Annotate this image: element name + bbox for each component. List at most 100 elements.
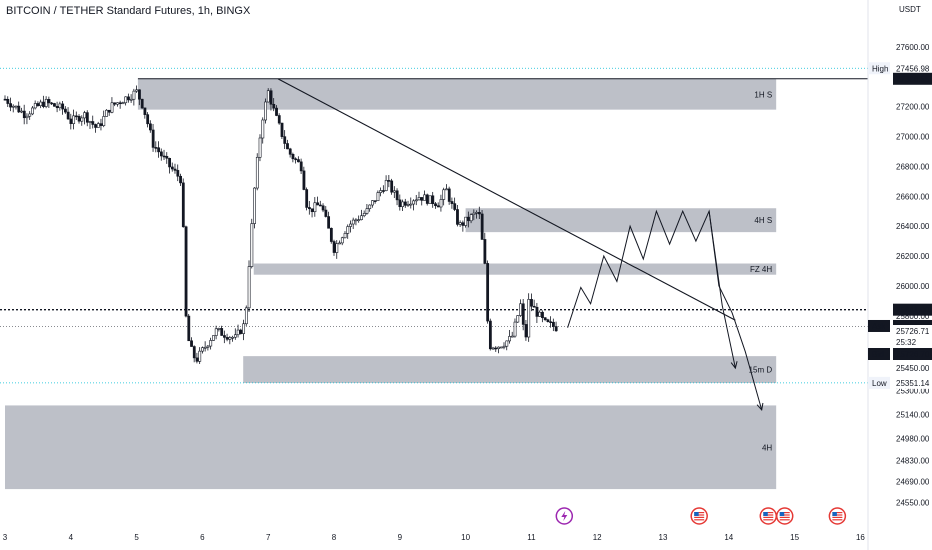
candle-body [192, 346, 196, 359]
candle-body [143, 107, 147, 115]
candle-body [159, 151, 163, 157]
candle-body [25, 115, 29, 119]
projection-path[interactable] [567, 209, 736, 369]
projection-path-down[interactable] [708, 211, 763, 411]
currency-label: USDT [899, 5, 921, 14]
candle-body [305, 189, 309, 208]
flag-stripe [832, 516, 843, 518]
candle-body [74, 115, 78, 118]
projection-path-down-arrowhead [756, 402, 764, 412]
candle-body [77, 115, 81, 122]
candle-body [66, 111, 70, 120]
candle-body [50, 102, 54, 105]
candle-body [453, 203, 457, 210]
flag-stripe [832, 519, 843, 521]
price-tag-7 [893, 376, 932, 389]
candle-body [165, 156, 169, 159]
candle-body [393, 190, 396, 193]
candle-body [266, 90, 270, 103]
price-tag-value-6: 25726.70 [896, 350, 930, 359]
price-tick: 26600.00 [896, 192, 930, 201]
candle-body [329, 227, 333, 242]
candle-body [486, 263, 490, 322]
candle-body [488, 320, 492, 350]
candle-body [436, 205, 440, 208]
candle-body [201, 347, 204, 352]
time-tick: 4 [69, 533, 74, 542]
candle-body [154, 147, 158, 149]
candle-body [324, 209, 328, 217]
candle-body [162, 155, 166, 158]
candle-body [272, 103, 276, 109]
candle-body [524, 324, 528, 338]
candle-body [83, 112, 87, 119]
candle-body [497, 346, 501, 349]
candle-body [387, 180, 391, 182]
time-tick: 16 [856, 533, 865, 542]
candle-body [409, 203, 413, 206]
candle-body [184, 226, 188, 317]
candle-body [428, 195, 432, 204]
trendline[interactable] [277, 78, 736, 321]
candle-body [36, 103, 40, 107]
candle-body [113, 102, 117, 105]
zone-rect-4[interactable] [5, 405, 777, 490]
candle-body [445, 188, 448, 191]
candle-body [244, 307, 248, 325]
us-flag-icon[interactable] [690, 507, 708, 525]
price-tag-value-7: 25351.14 [896, 379, 930, 388]
candle-body [368, 204, 372, 210]
candle-body [239, 329, 243, 334]
candle-body [403, 201, 407, 206]
candle-body [228, 337, 232, 340]
projection-path-arrowhead [730, 361, 738, 370]
flag-stripe [779, 512, 790, 514]
candle-body [291, 153, 295, 160]
candle-body [225, 337, 229, 340]
flag-stripe [763, 512, 774, 514]
price-tag-5 [893, 336, 932, 348]
candle-body [242, 323, 246, 334]
candle-body [340, 237, 344, 244]
price-tag-label-7: Low [872, 379, 887, 388]
price-tick: 24690.00 [896, 478, 930, 487]
candle-body [475, 212, 479, 214]
price-tick: 25800.00 [896, 312, 930, 321]
zone-rect-0[interactable] [137, 79, 777, 110]
candle-body [11, 105, 15, 108]
candle-body [530, 299, 533, 307]
candle-body [456, 209, 459, 225]
candle-body [91, 121, 95, 125]
candle-body [258, 137, 262, 158]
candle-body [212, 335, 215, 341]
us-flag-icon[interactable] [759, 507, 778, 525]
price-tick: 25140.00 [896, 410, 930, 419]
candle-body [283, 136, 287, 144]
candle-body [179, 175, 182, 184]
flag-stripe [694, 516, 705, 518]
zone-rect-1[interactable] [465, 208, 777, 233]
zone-rect-2[interactable] [253, 263, 777, 275]
candle-body [58, 103, 62, 109]
candle-body [360, 215, 363, 220]
candle-body [53, 103, 56, 107]
candle-body [220, 328, 224, 336]
candle-body [206, 345, 210, 348]
candle-body [554, 326, 558, 332]
price-tick: 27000.00 [896, 133, 930, 142]
candle-body [308, 207, 311, 210]
time-tick: 8 [332, 533, 337, 542]
candle-body [234, 334, 237, 338]
candle-body [47, 99, 51, 104]
candle-body [332, 241, 336, 253]
candle-body [88, 121, 92, 123]
time-tick: 7 [266, 533, 271, 542]
us-flag-icon[interactable] [775, 507, 794, 525]
us-flag-icon[interactable] [828, 507, 847, 525]
zone-rect-3[interactable] [243, 356, 777, 384]
candle-body [69, 118, 73, 124]
candle-body [264, 101, 267, 121]
candle-body [442, 189, 446, 200]
candle-body [231, 336, 235, 339]
